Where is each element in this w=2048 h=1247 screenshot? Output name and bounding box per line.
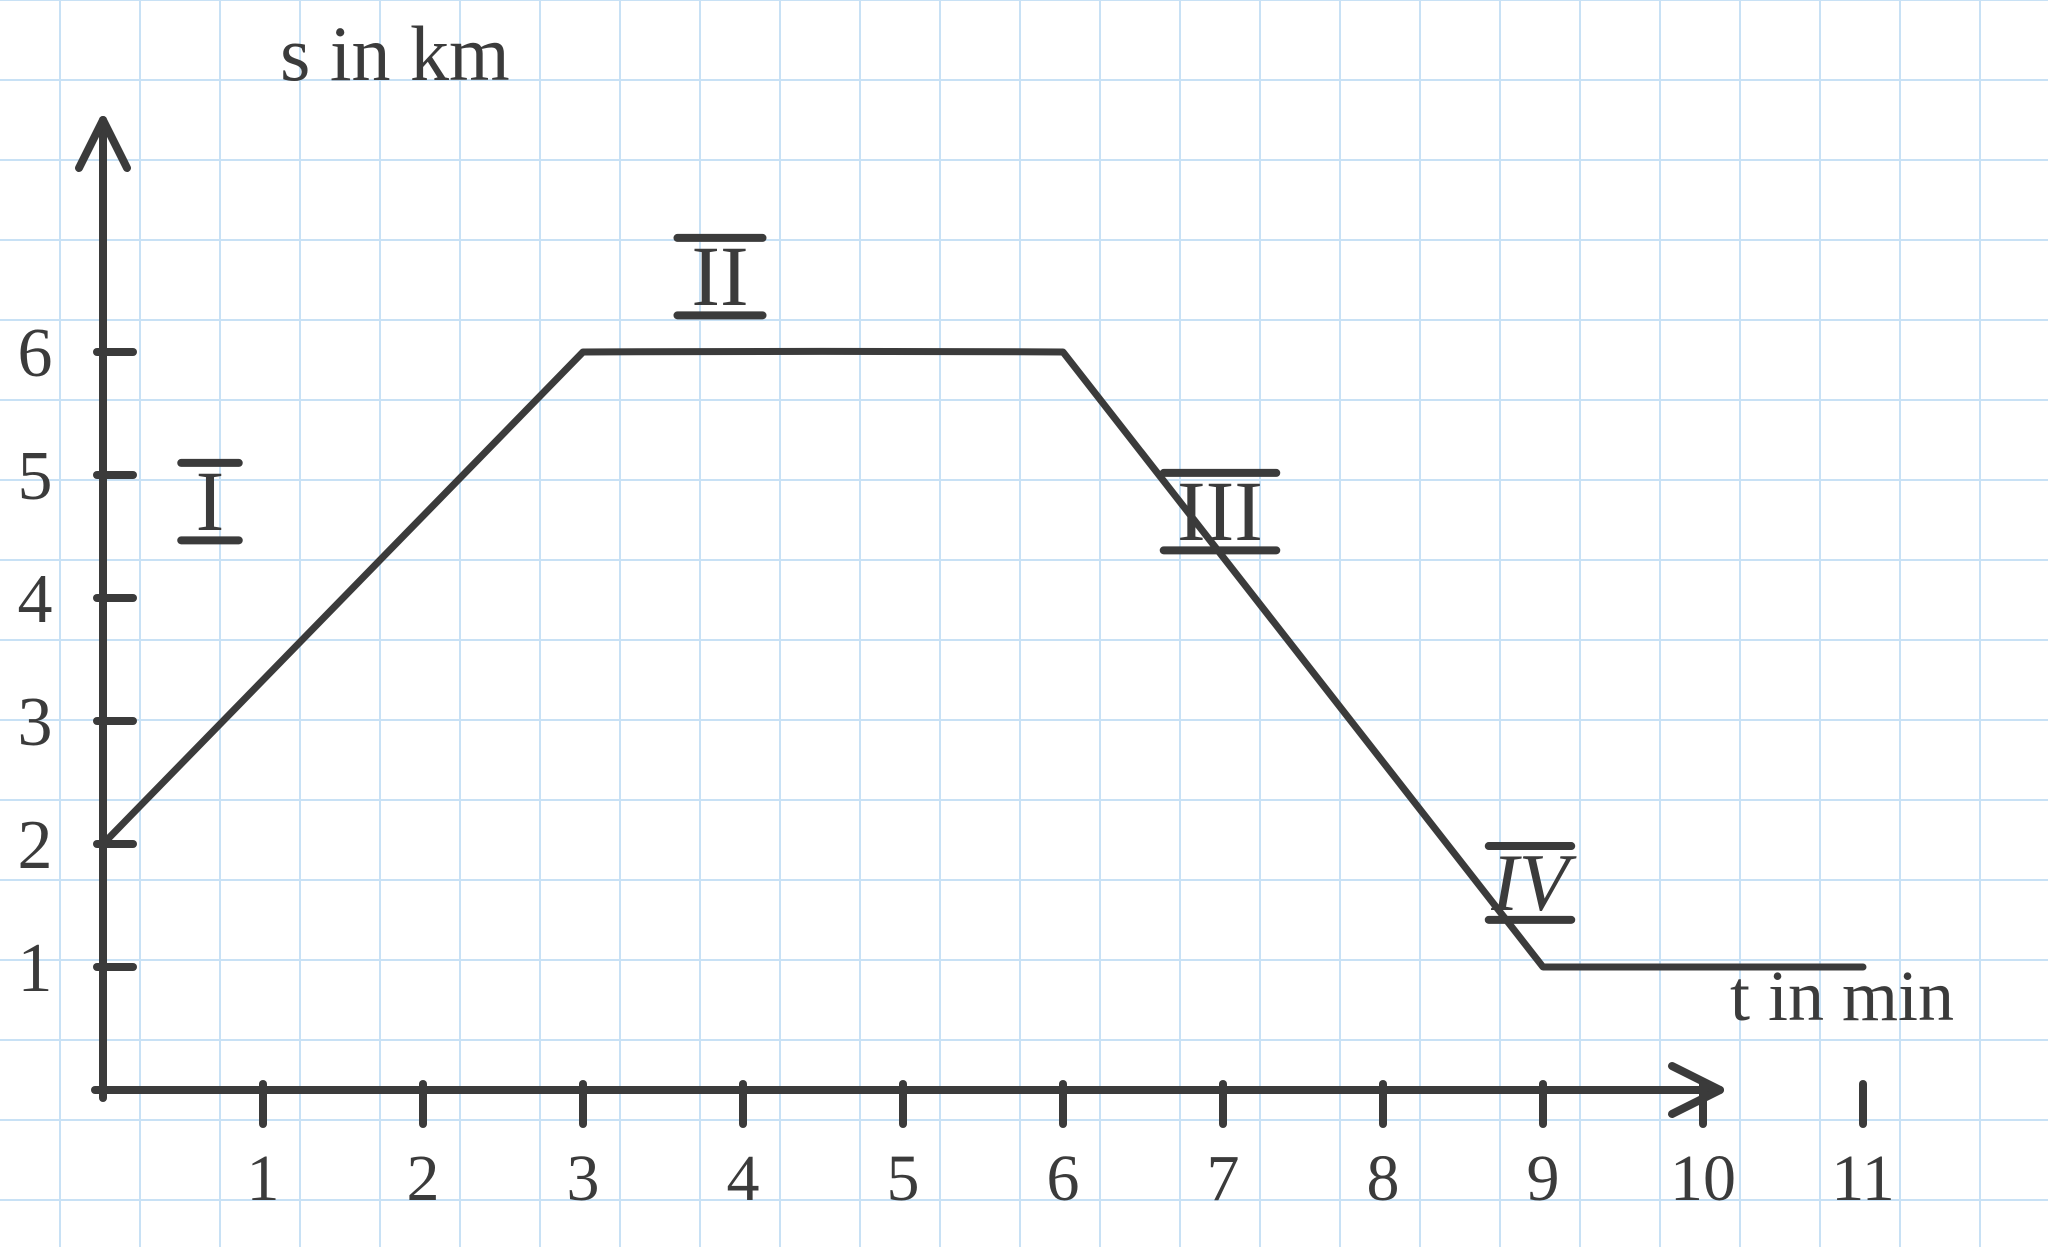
segment-label: IV: [1489, 837, 1577, 928]
data-line: [103, 351, 1863, 967]
svg-text:I: I: [196, 453, 225, 549]
segment-label: II: [677, 228, 762, 324]
x-tick-label: 10: [1670, 1142, 1736, 1215]
x-tick-label: 4: [727, 1142, 760, 1215]
x-tick-label: 11: [1831, 1142, 1895, 1215]
segment-label: I: [181, 453, 239, 549]
y-tick-label: 1: [18, 930, 53, 1007]
y-axis-label: s in km: [280, 10, 510, 97]
y-tick-label: 4: [18, 561, 53, 638]
y-tick-label: 3: [18, 684, 53, 761]
y-tick-label: 6: [18, 315, 53, 392]
chart-svg: 1234561234567891011 s in kmt in minIIIII…: [0, 0, 2048, 1247]
chart-stage: 1234561234567891011 s in kmt in minIIIII…: [0, 0, 2048, 1247]
x-tick-label: 9: [1527, 1142, 1560, 1215]
svg-text:III: III: [1177, 463, 1263, 559]
x-axis-label: t in min: [1730, 956, 1954, 1036]
segment-label: III: [1164, 463, 1277, 559]
x-tick-label: 1: [247, 1142, 280, 1215]
x-tick-label: 2: [407, 1142, 440, 1215]
y-tick-label: 2: [18, 807, 53, 884]
y-tick-label: 5: [18, 438, 53, 515]
x-tick-label: 5: [887, 1142, 920, 1215]
svg-text:II: II: [691, 228, 748, 324]
labels-layer: s in kmt in minIIIIIIIV: [181, 10, 1954, 1036]
data-layer: [103, 351, 1863, 967]
x-tick-label: 3: [567, 1142, 600, 1215]
x-tick-label: 7: [1207, 1142, 1240, 1215]
x-tick-label: 6: [1047, 1142, 1080, 1215]
grid-layer: [0, 0, 2048, 1247]
x-tick-label: 8: [1367, 1142, 1400, 1215]
svg-text:IV: IV: [1490, 837, 1576, 928]
